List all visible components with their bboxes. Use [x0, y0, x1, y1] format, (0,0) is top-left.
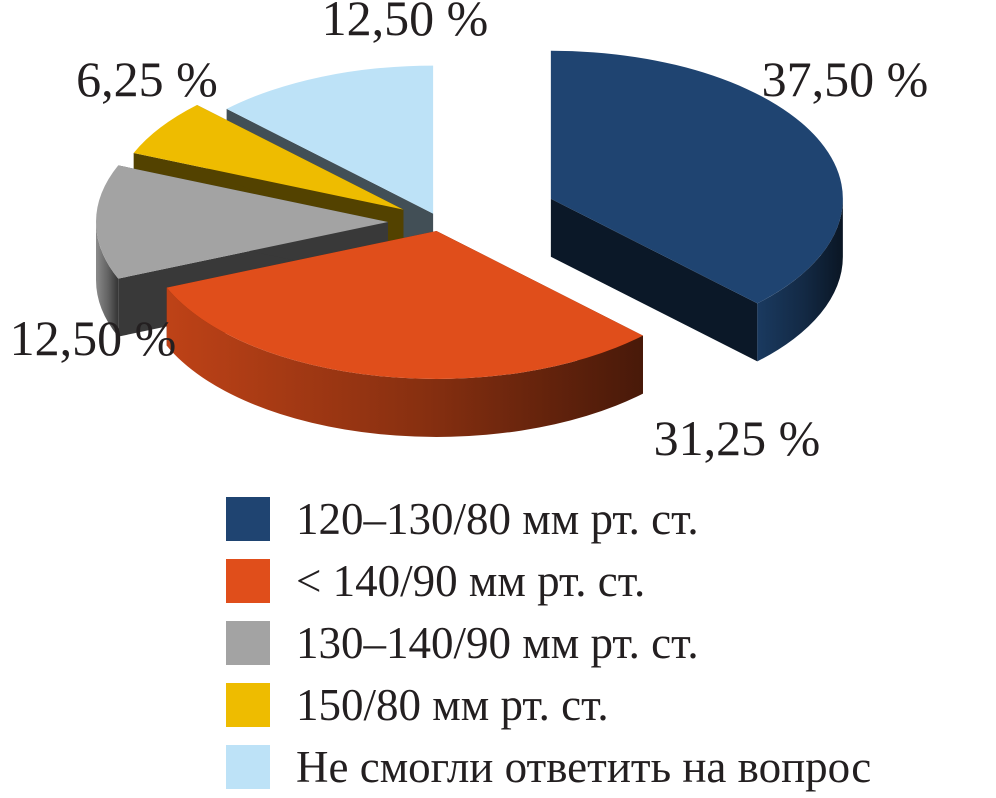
legend-item: 150/80 мм рт. ст. [226, 674, 871, 736]
data-label: 12,50 % [322, 0, 489, 46]
legend-label: 150/80 мм рт. ст. [296, 680, 609, 730]
legend-item: 120–130/80 мм рт. ст. [226, 488, 871, 550]
legend-swatch [226, 621, 270, 665]
data-label: 12,50 % [10, 310, 177, 366]
pie-slice [550, 50, 843, 362]
data-label: 37,50 % [762, 51, 929, 107]
legend-label: Не смогли ответить на вопрос [296, 742, 872, 792]
slice-rim [96, 222, 119, 337]
legend-label: 130–140/90 мм рт. ст. [296, 618, 699, 668]
legend-swatch [226, 745, 270, 789]
data-label: 31,25 % [654, 410, 821, 466]
pie-slice [166, 230, 643, 437]
slice-top [133, 104, 404, 210]
pie-slices [96, 50, 843, 437]
slice-top [550, 50, 843, 304]
slice-rim [166, 287, 643, 437]
slice-top [166, 230, 643, 379]
slice-top [96, 165, 389, 279]
legend-swatch [226, 497, 270, 541]
legend-swatch [226, 683, 270, 727]
data-labels: 37,50 % 31,25 % 12,50 % 6,25 % 12,50 % [10, 0, 929, 466]
legend-label: 120–130/80 мм рт. ст. [296, 494, 699, 544]
slice-side-wall [550, 198, 758, 362]
legend-item: 130–140/90 мм рт. ст. [226, 612, 871, 674]
legend-label: < 140/90 мм рт. ст. [296, 556, 646, 606]
legend-item: Не смогли ответить на вопрос [226, 736, 871, 798]
slice-rim [757, 198, 843, 362]
data-label: 6,25 % [76, 51, 218, 107]
slice-top [226, 65, 434, 214]
legend-swatch [226, 559, 270, 603]
legend-item: < 140/90 мм рт. ст. [226, 550, 871, 612]
chart-legend: 120–130/80 мм рт. ст. < 140/90 мм рт. ст… [226, 488, 871, 798]
